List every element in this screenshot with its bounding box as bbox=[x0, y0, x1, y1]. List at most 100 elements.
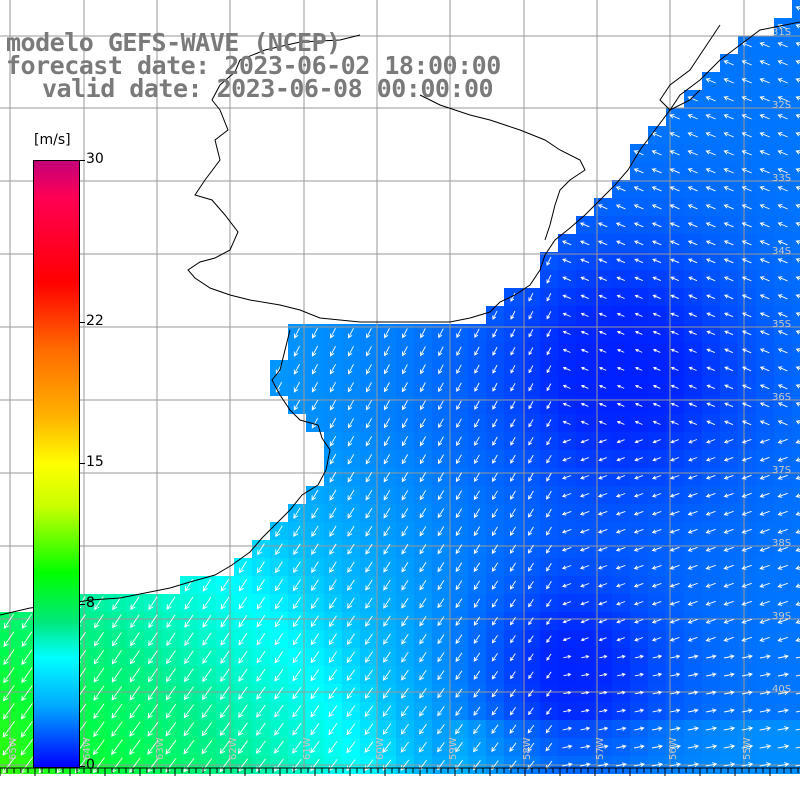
wind-vector bbox=[562, 348, 571, 353]
wind-vector bbox=[473, 562, 481, 573]
wind-vector bbox=[580, 294, 589, 300]
wind-vector bbox=[382, 741, 392, 753]
wind-vector bbox=[616, 402, 625, 407]
wind-vector bbox=[274, 597, 283, 610]
wind-vector bbox=[724, 366, 734, 372]
wind-vector bbox=[652, 708, 663, 713]
wind-vector bbox=[777, 150, 788, 156]
wind-vector bbox=[669, 150, 680, 156]
wind-vector bbox=[184, 614, 194, 628]
wind-vector bbox=[705, 96, 716, 102]
wind-vector bbox=[329, 363, 336, 375]
wind-vector bbox=[581, 672, 590, 677]
wind-vector bbox=[382, 705, 392, 717]
wind-vector bbox=[365, 471, 373, 483]
wind-vector bbox=[759, 402, 770, 408]
wind-vector bbox=[310, 669, 320, 682]
wind-vector bbox=[402, 346, 408, 357]
wind-vector bbox=[723, 276, 734, 282]
wind-vector bbox=[455, 580, 463, 591]
wind-vector bbox=[706, 348, 715, 354]
wind-vector bbox=[329, 381, 336, 393]
wind-vector bbox=[652, 690, 663, 695]
wind-vector bbox=[777, 276, 788, 282]
wind-vector bbox=[706, 654, 717, 659]
latitude-label: 40S bbox=[772, 684, 791, 695]
wind-vector bbox=[383, 543, 391, 555]
wind-vector bbox=[705, 457, 716, 462]
wind-vector bbox=[509, 598, 516, 608]
wind-vector bbox=[509, 526, 516, 537]
wind-vector bbox=[365, 597, 373, 609]
wind-vector bbox=[492, 346, 498, 356]
wind-vector bbox=[474, 418, 480, 428]
wind-vector bbox=[705, 744, 718, 750]
wind-vector bbox=[492, 490, 498, 500]
wind-vector bbox=[795, 420, 800, 425]
wind-vector bbox=[274, 686, 284, 700]
wind-vector bbox=[437, 688, 445, 699]
wind-vector bbox=[546, 689, 552, 697]
wind-vector bbox=[759, 600, 770, 606]
wind-vector bbox=[437, 724, 445, 735]
wind-vector bbox=[474, 382, 480, 392]
wind-vector bbox=[669, 168, 680, 174]
wind-vector bbox=[202, 650, 212, 664]
wind-vector bbox=[598, 384, 607, 389]
wind-speed-cell bbox=[792, 396, 800, 414]
wind-vector bbox=[491, 544, 499, 555]
wind-vector bbox=[777, 312, 788, 318]
wind-vector bbox=[651, 222, 662, 228]
wind-vector bbox=[598, 726, 609, 731]
wind-vector bbox=[759, 60, 770, 66]
wind-vector bbox=[528, 508, 534, 518]
wind-vector bbox=[759, 618, 770, 624]
wind-vector bbox=[256, 704, 266, 718]
wind-vector bbox=[384, 346, 390, 357]
wind-vector bbox=[741, 546, 752, 552]
wind-vector bbox=[563, 654, 572, 659]
wind-vector bbox=[293, 327, 300, 339]
wind-vector bbox=[795, 240, 800, 245]
wind-vector bbox=[202, 578, 212, 592]
wind-vector bbox=[546, 526, 552, 536]
wind-vector bbox=[795, 583, 800, 588]
wind-vector bbox=[688, 330, 697, 336]
wind-speed-cell bbox=[792, 324, 800, 342]
wind-vector bbox=[670, 420, 679, 425]
wind-vector bbox=[238, 561, 247, 574]
wind-vector bbox=[777, 402, 788, 408]
wind-vector bbox=[634, 619, 644, 624]
wind-vector bbox=[419, 634, 427, 645]
wind-vector bbox=[652, 348, 661, 353]
wind-vector bbox=[419, 580, 427, 591]
wind-vector bbox=[723, 618, 734, 624]
wind-vector bbox=[275, 579, 283, 592]
wind-vector bbox=[723, 150, 734, 156]
wind-vector bbox=[419, 526, 427, 537]
wind-vector bbox=[184, 668, 194, 683]
wind-vector bbox=[723, 204, 734, 210]
wind-vector bbox=[562, 420, 571, 425]
wind-vector bbox=[741, 438, 752, 444]
wind-vector bbox=[419, 454, 426, 465]
wind-vector bbox=[634, 654, 645, 659]
wind-vector bbox=[257, 561, 265, 574]
wind-vector bbox=[420, 382, 426, 393]
wind-vector bbox=[147, 757, 159, 773]
wind-vector bbox=[220, 686, 230, 700]
wind-vector bbox=[527, 742, 535, 752]
wind-vector bbox=[545, 544, 552, 554]
wind-vector bbox=[723, 492, 734, 498]
longitude-label: 58W bbox=[522, 737, 533, 760]
wind-vector bbox=[616, 330, 625, 335]
wind-vector bbox=[311, 579, 319, 592]
wind-vector bbox=[705, 582, 716, 588]
wind-vector bbox=[724, 330, 734, 336]
wind-vector bbox=[706, 384, 715, 390]
colorbar-legend: [m/s] 30 22 15 8 0 bbox=[0, 120, 120, 780]
wind-vector bbox=[741, 294, 752, 300]
wind-vector bbox=[293, 525, 301, 537]
wind-vector bbox=[688, 294, 698, 300]
wind-vector bbox=[546, 437, 552, 446]
